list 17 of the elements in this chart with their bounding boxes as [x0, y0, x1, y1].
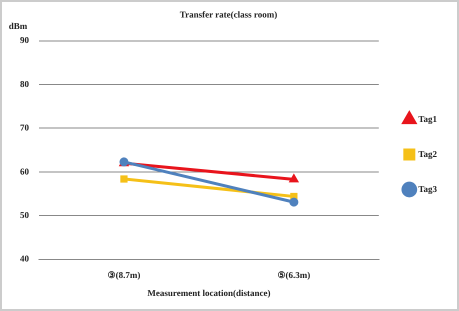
- x-tick-label: ③(8.7m): [108, 270, 140, 280]
- point: [120, 175, 128, 183]
- y-tick-label: 40: [20, 254, 30, 264]
- point: [289, 198, 298, 207]
- legend-label: Tag1: [418, 114, 438, 124]
- y-tick-label: 70: [20, 122, 30, 133]
- x-axis-title: Measurement location(distance): [147, 288, 270, 298]
- x-tick-label: ⑤(6.3m): [277, 270, 310, 280]
- point: [290, 192, 298, 200]
- chart-title: Transfer rate(class room): [180, 10, 278, 20]
- y-axis-title: dBm: [8, 20, 28, 31]
- y-tick-label: 90: [20, 35, 30, 46]
- y-tick-label: 50: [20, 210, 30, 220]
- legend-label: Tag3: [418, 184, 438, 194]
- y-tick-label: 80: [20, 78, 30, 89]
- legend-label: Tag2: [418, 148, 438, 159]
- y-tick-label: 60: [20, 166, 30, 176]
